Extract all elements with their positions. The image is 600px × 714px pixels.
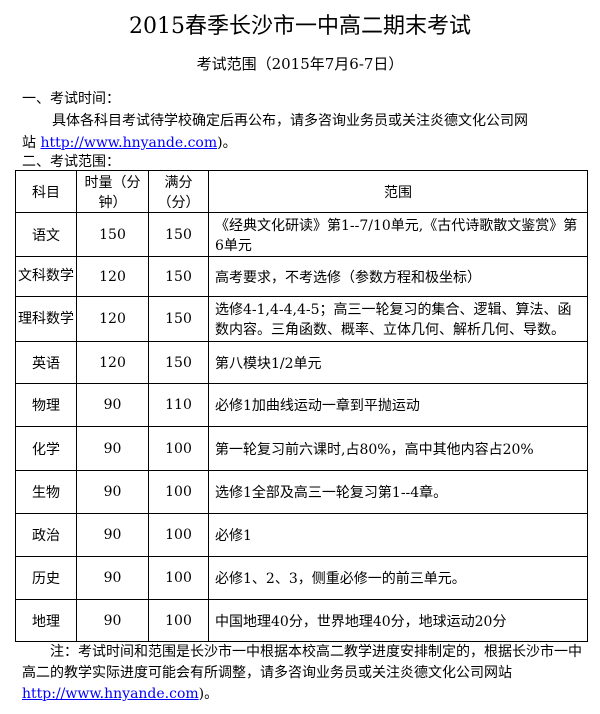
cell-scope: 必修1、2、3，侧重必修一的前三单元。 [208, 556, 588, 600]
cell-score: 150 [148, 256, 209, 297]
cell-duration: 90 [76, 426, 149, 471]
table-row: 生物 90 100 选修1全部及高三一轮复习第1--4章。 [15, 470, 588, 514]
table-row: 英语 120 150 第八模块1/2单元 [15, 341, 588, 384]
cell-duration: 120 [76, 256, 149, 297]
page-subtitle: 考试范围（2015年7月6-7日） [196, 55, 404, 73]
cell-duration: 90 [76, 513, 149, 557]
section1-text: 具体各科目考试待学校确定后再公布，请多咨询业务员或关注炎德文化公司网 [52, 113, 528, 129]
cell-subject: 化学 [15, 426, 77, 471]
cell-scope: 必修1 [208, 513, 588, 557]
table-row: 历史 90 100 必修1、2、3，侧重必修一的前三单元。 [15, 556, 588, 600]
cell-score: 150 [148, 341, 209, 384]
cell-scope: 《经典文化研读》第1--7/10单元,《古代诗歌散文鉴赏》第6单元 [208, 212, 588, 257]
section1-line2: 站 http://www.hnyande.com)。 [22, 132, 237, 152]
table-header-row: 科目 时量（分钟） 满分（分） 范围 [15, 170, 588, 213]
section2-heading: 二、考试范围： [22, 154, 120, 170]
footnote-tail: )。 [198, 686, 219, 702]
cell-subject: 英语 [15, 341, 77, 384]
page-title: 2015春季长沙市一中高二期末考试 [129, 14, 471, 39]
header-score: 满分（分） [148, 170, 209, 213]
header-duration: 时量（分钟） [76, 170, 149, 213]
header-subject: 科目 [15, 170, 77, 213]
cell-scope: 必修1加曲线运动一章到平抛运动 [208, 383, 588, 427]
cell-score: 150 [148, 296, 209, 342]
table-row: 化学 90 100 第一轮复习前六课时,占80%，高中其他内容占20% [15, 426, 588, 471]
table-row: 文科数学 120 150 高考要求，不考选修（参数方程和极坐标） [15, 256, 588, 297]
cell-scope: 第八模块1/2单元 [208, 341, 588, 384]
website-link[interactable]: http://www.hnyande.com [40, 135, 218, 151]
cell-score: 100 [148, 556, 209, 600]
table-row: 政治 90 100 必修1 [15, 513, 588, 557]
cell-duration: 120 [76, 296, 149, 342]
table-row: 物理 90 110 必修1加曲线运动一章到平抛运动 [15, 383, 588, 427]
cell-subject: 理科数学 [15, 296, 77, 342]
exam-scope-table: 科目 时量（分钟） 满分（分） 范围 语文 150 150 《经典文化研读》第1--7… [15, 170, 588, 642]
cell-scope: 高考要求，不考选修（参数方程和极坐标） [208, 256, 588, 297]
cell-subject: 文科数学 [15, 256, 77, 297]
table-row: 语文 150 150 《经典文化研读》第1--7/10单元,《古代诗歌散文鉴赏》第6单… [15, 212, 588, 257]
cell-score: 100 [148, 599, 209, 642]
cell-scope: 第一轮复习前六课时,占80%，高中其他内容占20% [208, 426, 588, 471]
cell-score: 110 [148, 383, 209, 427]
header-scope: 范围 [208, 170, 588, 213]
cell-scope: 中国地理40分，世界地理40分，地球运动20分 [208, 599, 588, 642]
cell-score: 100 [148, 426, 209, 471]
section1-text2: 站 [22, 135, 36, 151]
cell-duration: 120 [76, 341, 149, 384]
footnote-website-link[interactable]: http://www.hnyande.com [22, 686, 199, 702]
cell-subject: 政治 [15, 513, 77, 557]
cell-score: 150 [148, 212, 209, 257]
section1-tail: )。 [217, 135, 237, 151]
cell-duration: 90 [76, 599, 149, 642]
cell-duration: 90 [76, 470, 149, 514]
cell-scope: 选修4-1,4-4,4-5；高三一轮复习的集合、逻辑、算法、函数内容。三角函数、… [208, 296, 588, 342]
cell-subject: 物理 [15, 383, 77, 427]
cell-subject: 地理 [15, 599, 77, 642]
cell-score: 100 [148, 513, 209, 557]
cell-duration: 90 [76, 383, 149, 427]
footnote-text: 注：考试时间和范围是长沙市一中根据本校高二教学进度安排制定的，根据长沙市一中高二… [22, 644, 582, 681]
cell-duration: 90 [76, 556, 149, 600]
cell-score: 100 [148, 470, 209, 514]
cell-subject: 语文 [15, 212, 77, 257]
cell-subject: 生物 [15, 470, 77, 514]
footnote: 注：考试时间和范围是长沙市一中根据本校高二教学进度安排制定的，根据长沙市一中高二… [22, 642, 582, 705]
cell-subject: 历史 [15, 556, 77, 600]
table-row: 地理 90 100 中国地理40分，世界地理40分，地球运动20分 [15, 599, 588, 642]
cell-duration: 150 [76, 212, 149, 257]
section1-heading: 一、考试时间： [22, 91, 120, 107]
table-row: 理科数学 120 150 选修4-1,4-4,4-5；高三一轮复习的集合、逻辑、算法、… [15, 296, 588, 342]
cell-scope: 选修1全部及高三一轮复习第1--4章。 [208, 470, 588, 514]
